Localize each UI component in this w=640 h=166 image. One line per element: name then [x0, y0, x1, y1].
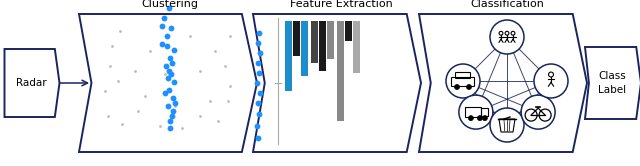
Text: Class
Label: Class Label: [598, 71, 626, 95]
Bar: [285, 21, 292, 91]
Polygon shape: [419, 14, 587, 152]
Bar: [301, 21, 308, 76]
Bar: [293, 21, 300, 56]
Circle shape: [521, 95, 555, 129]
Polygon shape: [79, 14, 257, 152]
Polygon shape: [585, 47, 640, 119]
Circle shape: [483, 116, 488, 121]
Bar: [353, 21, 360, 73]
Bar: [465, 107, 481, 117]
Circle shape: [490, 20, 524, 54]
Bar: [327, 21, 334, 59]
Circle shape: [454, 84, 460, 89]
Circle shape: [467, 84, 472, 89]
Bar: [311, 21, 318, 63]
Circle shape: [477, 116, 483, 121]
Circle shape: [446, 64, 480, 98]
Bar: [319, 21, 326, 71]
Circle shape: [490, 108, 524, 142]
Circle shape: [468, 116, 474, 121]
Bar: [481, 108, 488, 116]
Text: Classification: Classification: [470, 0, 544, 9]
Text: Radar: Radar: [16, 78, 46, 88]
Text: Feature Extraction: Feature Extraction: [290, 0, 392, 9]
Polygon shape: [253, 14, 421, 152]
Circle shape: [459, 95, 493, 129]
Bar: [345, 21, 352, 41]
Circle shape: [534, 64, 568, 98]
Polygon shape: [4, 49, 60, 117]
Bar: [337, 21, 344, 121]
Text: Clustering: Clustering: [141, 0, 198, 9]
